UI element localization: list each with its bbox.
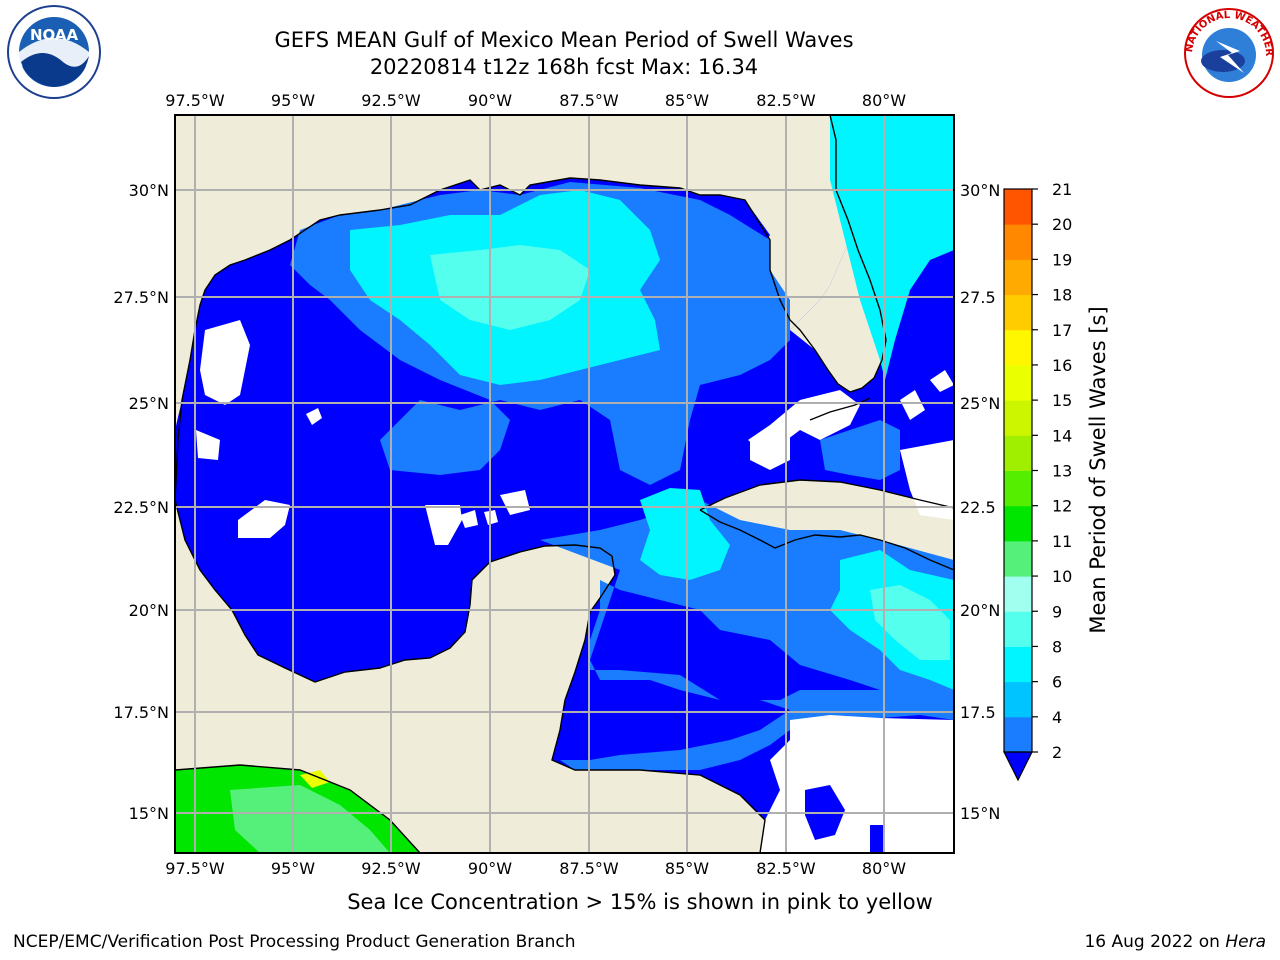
lat-tick-label: 17.5°N: [113, 703, 169, 722]
colorbar-block: [1004, 224, 1032, 260]
lon-tick-label: 90°W: [468, 859, 512, 878]
contour-fill-6-8: [430, 245, 950, 660]
colorbar-tick-label: 6: [1052, 673, 1062, 692]
lat-tick-label: 30°N: [960, 181, 1000, 200]
lon-tick-label: 92.5°W: [361, 859, 421, 878]
colorbar-tick-label: 14: [1052, 426, 1072, 445]
lat-tick-label: 27.5°N: [113, 288, 169, 307]
lon-tick-label: 82.5°W: [756, 91, 816, 110]
colorbar-blocks: [1004, 189, 1032, 753]
colorbar-block: [1004, 681, 1032, 718]
colorbar-tick-label: 4: [1052, 708, 1062, 727]
lon-tick-label: 80°W: [862, 859, 906, 878]
colorbar-block: [1004, 294, 1032, 331]
lat-tick-label: 25°N: [960, 394, 1000, 413]
lon-labels-top: 97.5°W 95°W 92.5°W 90°W 87.5°W 85°W 82.5…: [165, 91, 906, 110]
colorbar-ticks: 2 4 6 8 9 10 11 12 13 14 15 16 17 18 19 20 21: [1032, 180, 1072, 762]
colorbar-block: [1004, 189, 1032, 225]
colorbar-block: [1004, 400, 1032, 436]
lon-tick-label: 80°W: [862, 91, 906, 110]
lon-tick-label: 87.5°W: [559, 91, 619, 110]
colorbar-tick-label: 9: [1052, 602, 1062, 621]
lon-tick-label: 85°W: [665, 91, 709, 110]
lat-tick-label: 22.5: [960, 498, 996, 517]
svg-text:NOAA: NOAA: [30, 26, 79, 44]
lat-tick-label: 15°N: [960, 804, 1000, 823]
colorbar-tick-label: 2: [1052, 743, 1062, 762]
nws-logo-icon: NATIONAL WEATHER SERVICE: [1178, 3, 1274, 98]
colorbar-tick-label: 11: [1052, 532, 1072, 551]
coastlines: [175, 115, 954, 853]
lon-tick-label: 95°W: [271, 859, 315, 878]
lat-tick-label: 27.5: [960, 288, 996, 307]
lon-labels-bottom: 97.5°W 95°W 92.5°W 90°W 87.5°W 85°W 82.5…: [165, 859, 906, 878]
colorbar-tick-label: 17: [1052, 321, 1072, 340]
contour-patch: [870, 825, 885, 853]
credit-branch: NCEP/EMC/Verification Post Processing Pr…: [13, 932, 576, 952]
colorbar-block: [1004, 470, 1032, 507]
lon-tick-label: 87.5°W: [559, 859, 619, 878]
noaa-logo-icon: NOAA: [7, 5, 101, 99]
chart-title: GEFS MEAN Gulf of Mexico Mean Period of …: [274, 28, 854, 52]
colorbar-block: [1004, 329, 1032, 366]
lat-tick-label: 20°N: [129, 601, 169, 620]
lon-tick-label: 97.5°W: [165, 859, 225, 878]
colorbar-block: [1004, 611, 1032, 647]
lat-labels-right: 30°N 27.5 25°N 22.5 20°N 17.5 15°N: [960, 181, 1000, 823]
lon-tick-label: 85°W: [665, 859, 709, 878]
colorbar-tick-label: 21: [1052, 180, 1072, 199]
colorbar-tick-label: 16: [1052, 356, 1072, 375]
colorbar-block: [1004, 576, 1032, 612]
colorbar-block: [1004, 646, 1032, 683]
lon-tick-label: 82.5°W: [756, 859, 816, 878]
lat-tick-label: 20°N: [960, 601, 1000, 620]
chart-subtitle: 20220814 t12z 168h fcst Max: 16.34: [369, 55, 759, 79]
colorbar-tick-label: 19: [1052, 250, 1072, 269]
colorbar-tick-label: 20: [1052, 215, 1072, 234]
credit-host: Hera: [1225, 932, 1266, 952]
lon-tick-label: 92.5°W: [361, 91, 421, 110]
map-gridlines: [175, 115, 954, 853]
land-areas: [175, 115, 954, 853]
map-frame: [174, 114, 955, 854]
lat-labels-left: 30°N 27.5°N 25°N 22.5°N 20°N 17.5°N 15°N: [113, 181, 169, 823]
colorbar-tick-label: 18: [1052, 286, 1072, 305]
colorbar-block: [1004, 505, 1032, 542]
pacific-swell-field: [175, 765, 420, 853]
colorbar-tick-label: 10: [1052, 567, 1072, 586]
colorbar-tick-label: 8: [1052, 637, 1062, 656]
colorbar-under-triangle: [1003, 751, 1033, 782]
lon-tick-label: 90°W: [468, 91, 512, 110]
lat-tick-label: 22.5°N: [113, 498, 169, 517]
lat-tick-label: 25°N: [129, 394, 169, 413]
colorbar-block: [1004, 435, 1032, 471]
lon-tick-label: 95°W: [271, 91, 315, 110]
colorbar-block: [1004, 364, 1032, 401]
colorbar-tick-label: 13: [1052, 462, 1072, 481]
colorbar-tick-label: 12: [1052, 497, 1072, 516]
lat-tick-label: 17.5: [960, 703, 996, 722]
colorbar-block: [1004, 716, 1032, 753]
lat-tick-label: 30°N: [129, 181, 169, 200]
sea-ice-note: Sea Ice Concentration > 15% is shown in …: [347, 890, 933, 914]
lat-tick-label: 15°N: [129, 804, 169, 823]
colorbar-tick-label: 15: [1052, 391, 1072, 410]
colorbar-label: Mean Period of Swell Waves [s]: [1086, 306, 1110, 633]
colorbar-block: [1004, 540, 1032, 577]
credit-date: 16 Aug 2022 on Hera: [1084, 932, 1266, 952]
credit-date-text: 16 Aug 2022 on: [1084, 932, 1226, 952]
colorbar-block: [1004, 259, 1032, 296]
lon-tick-label: 97.5°W: [165, 91, 225, 110]
